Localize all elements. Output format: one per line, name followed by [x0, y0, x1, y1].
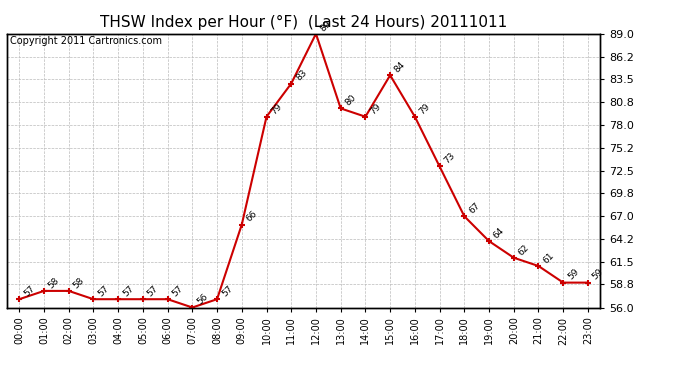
Text: 57: 57: [146, 284, 160, 298]
Text: 79: 79: [417, 101, 432, 116]
Text: 80: 80: [344, 93, 358, 108]
Text: 79: 79: [368, 101, 383, 116]
Text: 57: 57: [121, 284, 135, 298]
Text: 79: 79: [269, 101, 284, 116]
Text: Copyright 2011 Cartronics.com: Copyright 2011 Cartronics.com: [10, 36, 162, 46]
Text: 57: 57: [22, 284, 37, 298]
Text: THSW Index per Hour (°F)  (Last 24 Hours) 20111011: THSW Index per Hour (°F) (Last 24 Hours)…: [100, 15, 507, 30]
Text: 73: 73: [442, 151, 457, 166]
Text: 57: 57: [220, 284, 235, 298]
Text: 57: 57: [96, 284, 110, 298]
Text: 89: 89: [319, 18, 333, 33]
Text: 56: 56: [195, 292, 210, 307]
Text: 59: 59: [591, 267, 605, 282]
Text: 57: 57: [170, 284, 185, 298]
Text: 61: 61: [541, 251, 555, 265]
Text: 66: 66: [244, 209, 259, 224]
Text: 62: 62: [517, 243, 531, 257]
Text: 67: 67: [467, 201, 482, 216]
Text: 83: 83: [294, 68, 308, 83]
Text: 84: 84: [393, 60, 407, 75]
Text: 64: 64: [492, 226, 506, 240]
Text: 58: 58: [72, 276, 86, 290]
Text: 59: 59: [566, 267, 580, 282]
Text: 58: 58: [47, 276, 61, 290]
